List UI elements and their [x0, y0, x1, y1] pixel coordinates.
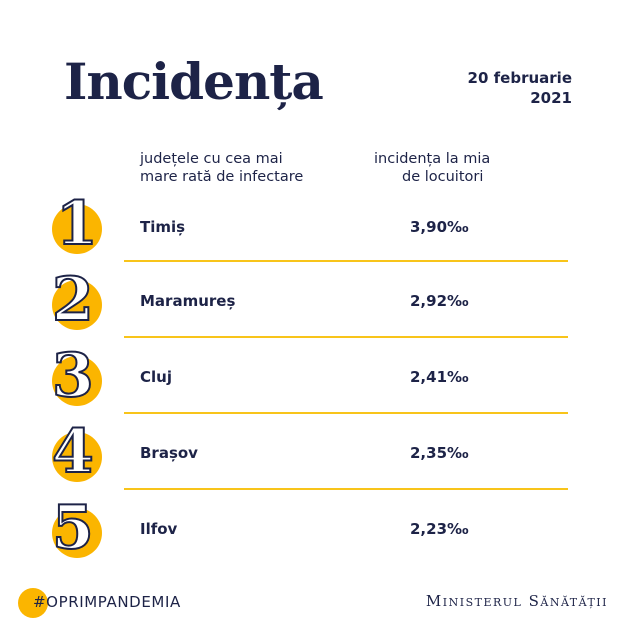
rank-circle-icon: [52, 280, 102, 330]
rank-number: 1: [55, 189, 99, 259]
ranking-row: 2 Maramureș 2,92‰: [0, 266, 640, 342]
incidence-value: 2,92‰: [410, 292, 469, 310]
ministry-logo-text: Ministerul Sănătății: [425, 592, 608, 610]
county-name: Ilfov: [140, 520, 178, 538]
ranking-row: 1 Timiș 3,90‰: [0, 190, 640, 266]
county-name: Timiș: [140, 218, 186, 236]
incidence-value: 2,23‰: [410, 520, 469, 538]
county-name: Maramureș: [140, 292, 236, 310]
date-year: 2021: [530, 89, 572, 107]
column-header-counties-line2: mare rată de infectare: [140, 169, 304, 185]
hashtag: #OPRIMPANDEMIA: [33, 593, 181, 611]
column-header-incidence-line1: incidența la mia: [374, 151, 491, 167]
incidence-value: 3,90‰: [410, 218, 469, 236]
incidence-value: 2,35‰: [410, 444, 469, 462]
column-header-incidence-line2: de locuitori: [402, 169, 484, 185]
rank-circle-icon: [52, 508, 102, 558]
column-header-counties: județele cu cea mai mare rată de infecta…: [140, 150, 303, 186]
date: 20 februarie 2021: [468, 68, 572, 108]
row-divider: [124, 488, 568, 490]
rank-circle-icon: [52, 432, 102, 482]
ranking-row: 4 Brașov 2,35‰: [0, 418, 640, 494]
row-divider: [124, 412, 568, 414]
row-divider: [124, 336, 568, 338]
page-title: Incidența: [64, 52, 324, 111]
ranking-row: 5 Ilfov 2,23‰: [0, 494, 640, 570]
rank-circle-icon: [52, 356, 102, 406]
county-name: Cluj: [140, 368, 172, 386]
date-day-month: 20 februarie: [467, 69, 572, 87]
rank-number: 3: [51, 341, 95, 411]
county-name: Brașov: [140, 444, 198, 462]
rank-circle-icon: [52, 204, 102, 254]
column-header-counties-line1: județele cu cea mai: [140, 151, 283, 167]
column-header-incidence: incidența la mia de locuitori: [374, 150, 490, 186]
row-divider: [124, 260, 568, 262]
incidence-value: 2,41‰: [410, 368, 469, 386]
ranking-row: 3 Cluj 2,41‰: [0, 342, 640, 418]
rank-number: 2: [51, 265, 95, 335]
rank-number: 4: [51, 417, 95, 487]
hashtag-dot-icon: [18, 588, 48, 618]
rank-number: 5: [51, 493, 95, 563]
